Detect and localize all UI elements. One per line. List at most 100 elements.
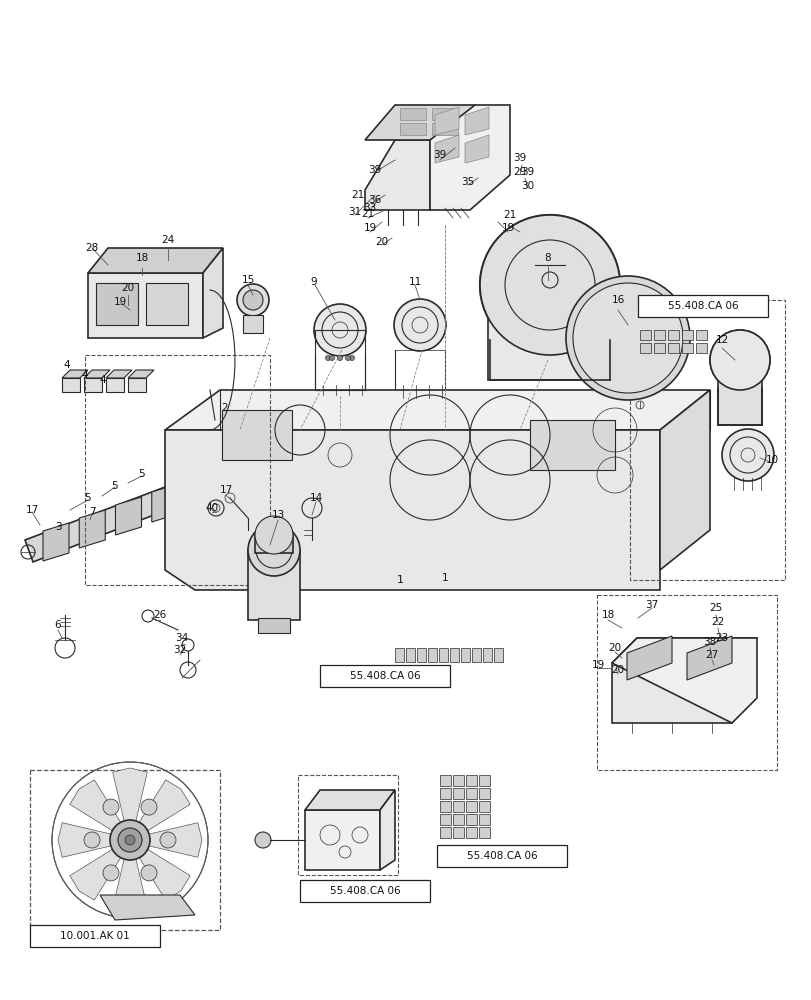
Polygon shape [113, 768, 147, 821]
Polygon shape [58, 823, 111, 857]
Polygon shape [431, 123, 457, 135]
Circle shape [103, 865, 119, 881]
Text: 5: 5 [139, 469, 145, 479]
Polygon shape [305, 810, 380, 870]
Bar [440, 775, 450, 786]
Polygon shape [165, 430, 659, 590]
Polygon shape [611, 638, 756, 723]
Bar [96, 283, 138, 325]
Bar [394, 648, 404, 662]
Bar [466, 827, 476, 838]
Circle shape [109, 820, 150, 860]
Bar [681, 343, 692, 353]
Text: 39: 39 [368, 165, 381, 175]
Bar [299, 880, 430, 902]
Bar [487, 285, 611, 380]
Polygon shape [400, 123, 426, 135]
Polygon shape [659, 390, 709, 570]
Circle shape [709, 330, 769, 390]
Bar [30, 925, 160, 947]
Bar [639, 330, 650, 340]
Bar [653, 330, 664, 340]
Polygon shape [149, 823, 202, 857]
Text: 1: 1 [396, 575, 403, 585]
Polygon shape [106, 370, 132, 378]
Bar [596, 595, 776, 770]
Circle shape [349, 356, 354, 360]
Polygon shape [465, 107, 488, 135]
Circle shape [479, 215, 620, 355]
Text: 19: 19 [363, 223, 376, 233]
Bar [440, 788, 450, 799]
Bar [440, 827, 450, 838]
Text: 21: 21 [351, 190, 364, 200]
Bar [320, 665, 449, 687]
Polygon shape [139, 849, 190, 900]
Text: 15: 15 [241, 275, 255, 285]
Text: 5: 5 [84, 493, 91, 503]
Circle shape [314, 304, 366, 356]
Polygon shape [380, 790, 394, 870]
Polygon shape [115, 497, 141, 535]
Polygon shape [84, 370, 109, 378]
Text: 19: 19 [590, 660, 604, 670]
Text: 39: 39 [433, 150, 446, 160]
Polygon shape [431, 108, 457, 120]
Circle shape [247, 524, 299, 576]
Polygon shape [62, 378, 80, 392]
Text: 20: 20 [607, 643, 620, 653]
Circle shape [103, 799, 119, 815]
Text: 5: 5 [112, 481, 118, 491]
Bar [221, 410, 292, 460]
Polygon shape [43, 523, 69, 561]
Bar [478, 801, 489, 812]
Bar [681, 330, 692, 340]
Bar [242, 315, 263, 333]
Bar [453, 827, 463, 838]
Bar [483, 648, 491, 662]
Text: 33: 33 [363, 203, 376, 213]
Polygon shape [188, 471, 214, 509]
Bar [85, 355, 270, 585]
Bar [453, 775, 463, 786]
Circle shape [325, 356, 330, 360]
Circle shape [329, 356, 334, 360]
Bar [478, 827, 489, 838]
Bar [478, 788, 489, 799]
Circle shape [160, 832, 176, 848]
Circle shape [118, 828, 142, 852]
Polygon shape [113, 859, 147, 912]
Polygon shape [128, 378, 146, 392]
Circle shape [709, 330, 769, 390]
Bar [466, 788, 476, 799]
Text: 24: 24 [161, 235, 174, 245]
Text: 10: 10 [765, 455, 778, 465]
Bar [461, 648, 470, 662]
Bar [466, 814, 476, 825]
Text: 4: 4 [100, 375, 106, 385]
Bar [440, 814, 450, 825]
Bar [639, 343, 650, 353]
Text: 28: 28 [85, 243, 98, 253]
Text: 9: 9 [311, 277, 317, 287]
Text: 19: 19 [114, 297, 127, 307]
Text: 40: 40 [205, 503, 218, 513]
Polygon shape [70, 849, 121, 900]
Bar [255, 535, 293, 553]
Text: 34: 34 [175, 633, 188, 643]
Text: 7: 7 [88, 507, 95, 517]
Polygon shape [611, 663, 731, 723]
Polygon shape [686, 636, 731, 680]
Bar [717, 360, 761, 425]
Circle shape [141, 799, 157, 815]
Polygon shape [62, 370, 88, 378]
Circle shape [141, 865, 157, 881]
Text: 4: 4 [63, 360, 71, 370]
Polygon shape [435, 135, 458, 163]
Polygon shape [465, 135, 488, 163]
Bar [298, 775, 397, 875]
Bar [667, 330, 678, 340]
Polygon shape [152, 484, 178, 522]
Text: 37: 37 [645, 600, 658, 610]
Text: 21: 21 [503, 210, 516, 220]
